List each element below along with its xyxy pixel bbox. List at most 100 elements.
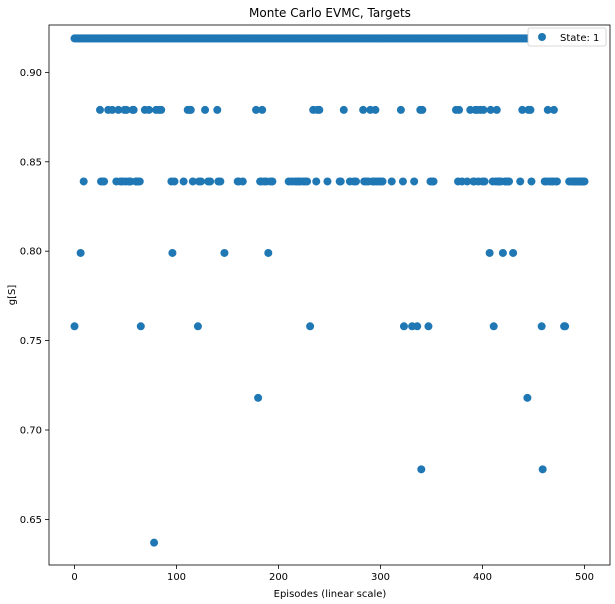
data-point	[486, 105, 495, 114]
chart-title: Monte Carlo EVMC, Targets	[249, 6, 411, 20]
data-point	[479, 105, 488, 114]
data-point	[188, 177, 197, 186]
data-point	[518, 105, 527, 114]
data-point	[213, 105, 222, 114]
data-point	[312, 177, 321, 186]
data-point	[258, 105, 267, 114]
data-point	[410, 177, 419, 186]
data-point	[264, 248, 273, 257]
data-point	[238, 177, 247, 186]
data-point	[417, 465, 426, 474]
data-point	[429, 177, 438, 186]
data-point	[549, 105, 558, 114]
data-point	[136, 322, 145, 331]
data-point	[387, 177, 396, 186]
data-point	[170, 177, 179, 186]
data-point	[418, 105, 427, 114]
x-tick-label: 100	[167, 572, 186, 583]
y-tick-label: 0.80	[20, 247, 42, 258]
legend: State: 1	[527, 27, 607, 47]
x-tick-label: 400	[473, 572, 492, 583]
data-point	[122, 105, 131, 114]
x-axis: 0 100 200 300 400 500	[71, 565, 594, 583]
data-point	[561, 322, 570, 331]
legend-marker	[538, 33, 546, 41]
data-point	[196, 177, 205, 186]
data-point	[303, 177, 312, 186]
legend-box	[527, 27, 607, 47]
data-point	[268, 177, 277, 186]
data-point	[179, 177, 188, 186]
data-point	[129, 105, 138, 114]
data-point	[76, 248, 85, 257]
x-tick-label: 200	[269, 572, 288, 583]
data-point	[114, 105, 123, 114]
data-point	[193, 322, 202, 331]
data-point	[455, 105, 464, 114]
data-point	[186, 105, 195, 114]
data-point	[378, 177, 387, 186]
legend-label: State: 1	[560, 33, 599, 44]
data-point	[157, 105, 166, 114]
data-point	[463, 177, 472, 186]
plot-area	[48, 24, 611, 566]
data-point	[480, 177, 489, 186]
data-point	[527, 177, 536, 186]
x-tick-label: 300	[371, 572, 390, 583]
data-point	[323, 177, 332, 186]
data-point	[399, 322, 408, 331]
plot-frame	[48, 24, 611, 566]
data-point	[371, 105, 380, 114]
data-point	[352, 177, 361, 186]
data-point	[509, 248, 518, 257]
data-point	[398, 177, 407, 186]
y-axis-label: g[S]	[7, 285, 18, 306]
data-point	[108, 105, 117, 114]
data-point	[413, 322, 422, 331]
data-point	[144, 105, 153, 114]
data-point	[543, 105, 552, 114]
data-point	[516, 177, 525, 186]
y-axis: 0.65 0.70 0.75 0.80 0.85 0.90	[20, 68, 49, 526]
data-point	[220, 248, 229, 257]
data-point	[538, 465, 547, 474]
y-tick-label: 0.90	[20, 68, 42, 79]
data-point	[489, 322, 498, 331]
data-point	[100, 177, 109, 186]
data-point	[168, 248, 177, 257]
data-point	[216, 177, 225, 186]
data-point	[206, 177, 215, 186]
data-point	[79, 177, 88, 186]
data-point	[254, 393, 263, 402]
data-point	[306, 322, 315, 331]
y-tick-label: 0.75	[20, 336, 42, 347]
x-axis-label: Episodes (linear scale)	[274, 589, 387, 600]
data-point	[485, 248, 494, 257]
data-point	[526, 105, 535, 114]
series-state-1-points	[70, 34, 589, 547]
data-point	[396, 105, 405, 114]
data-point	[498, 248, 507, 257]
data-point	[70, 322, 79, 331]
data-point	[339, 105, 348, 114]
data-point	[359, 105, 368, 114]
data-point	[135, 177, 144, 186]
data-point	[150, 538, 159, 547]
data-point	[492, 105, 501, 114]
y-tick-label: 0.70	[20, 426, 42, 437]
data-point	[505, 177, 514, 186]
y-tick-label: 0.85	[20, 157, 42, 168]
data-point	[315, 105, 324, 114]
data-point	[552, 177, 561, 186]
data-point	[580, 177, 589, 186]
y-tick-label: 0.65	[20, 515, 42, 526]
data-point	[96, 105, 104, 114]
data-point	[424, 322, 433, 331]
x-tick-label: 500	[575, 572, 594, 583]
data-point	[201, 105, 210, 114]
x-tick-label: 0	[71, 572, 77, 583]
data-point	[336, 177, 345, 186]
data-point	[523, 393, 532, 402]
